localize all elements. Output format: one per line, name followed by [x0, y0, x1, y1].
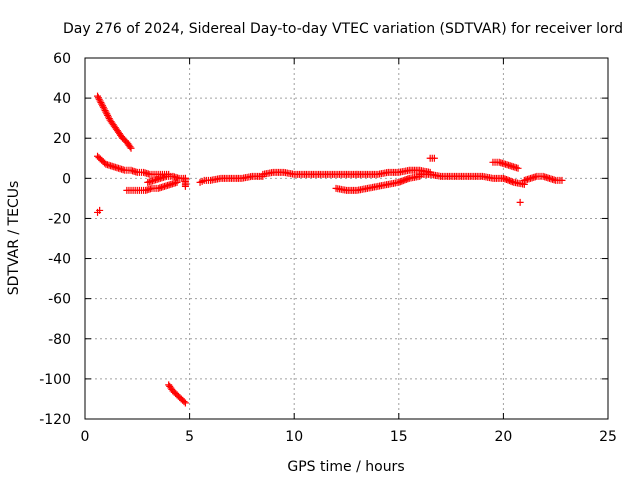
data-point — [127, 144, 135, 152]
data-point-fill — [104, 111, 112, 119]
y-tick-label: 40 — [53, 91, 71, 107]
data-point-fill — [99, 103, 107, 111]
y-tick-label: -80 — [48, 332, 71, 348]
data-point — [514, 164, 522, 172]
data-point — [181, 399, 189, 407]
y-tick-label: -20 — [48, 211, 71, 227]
y-tick-labels: 60 40 20 0 -20 -40 -60 -80 -100 -120 — [39, 51, 71, 428]
data-point — [96, 206, 104, 214]
data-point — [102, 108, 110, 116]
plot-frame — [84, 57, 609, 420]
data-points — [94, 92, 566, 407]
y-tick-label: -100 — [39, 372, 71, 388]
data-point-fill — [95, 95, 103, 103]
grid-lines — [85, 58, 608, 419]
data-point-fill — [94, 94, 102, 102]
x-tick-label: 5 — [185, 429, 194, 445]
y-tick-label: -120 — [39, 412, 71, 428]
data-point-fill — [180, 398, 188, 406]
x-tick-label: 20 — [494, 429, 512, 445]
chart-title: Day 276 of 2024, Sidereal Day-to-day VTE… — [63, 21, 623, 37]
y-tick-label: 60 — [53, 51, 71, 67]
data-point — [516, 198, 524, 206]
data-point — [430, 154, 438, 162]
data-point — [94, 92, 102, 100]
y-tick-label: -60 — [48, 292, 71, 308]
data-point-fill — [126, 143, 134, 151]
data-point-fill — [99, 102, 107, 110]
data-point-fill — [100, 105, 108, 113]
axis-ticks — [84, 57, 609, 420]
y-axis-label: SDTVAR / TECUs — [6, 181, 22, 296]
data-point — [558, 176, 566, 184]
x-tick-label: 25 — [599, 429, 617, 445]
data-point — [181, 174, 189, 182]
data-point-fill — [103, 110, 111, 118]
data-point-fill — [96, 97, 104, 105]
data-point-fill — [104, 113, 112, 121]
y-tick-label: 0 — [62, 171, 71, 187]
x-axis-label: GPS time / hours — [287, 459, 404, 475]
x-tick-label: 0 — [81, 429, 90, 445]
y-tick-label: -40 — [48, 252, 71, 268]
y-tick-label: 20 — [53, 131, 71, 147]
data-point-fill — [97, 99, 105, 107]
x-tick-label: 10 — [285, 429, 303, 445]
data-point — [98, 100, 106, 108]
x-tick-label: 15 — [390, 429, 408, 445]
x-tick-labels: 0 5 10 15 20 25 — [81, 429, 617, 445]
data-point-fill — [101, 107, 109, 115]
